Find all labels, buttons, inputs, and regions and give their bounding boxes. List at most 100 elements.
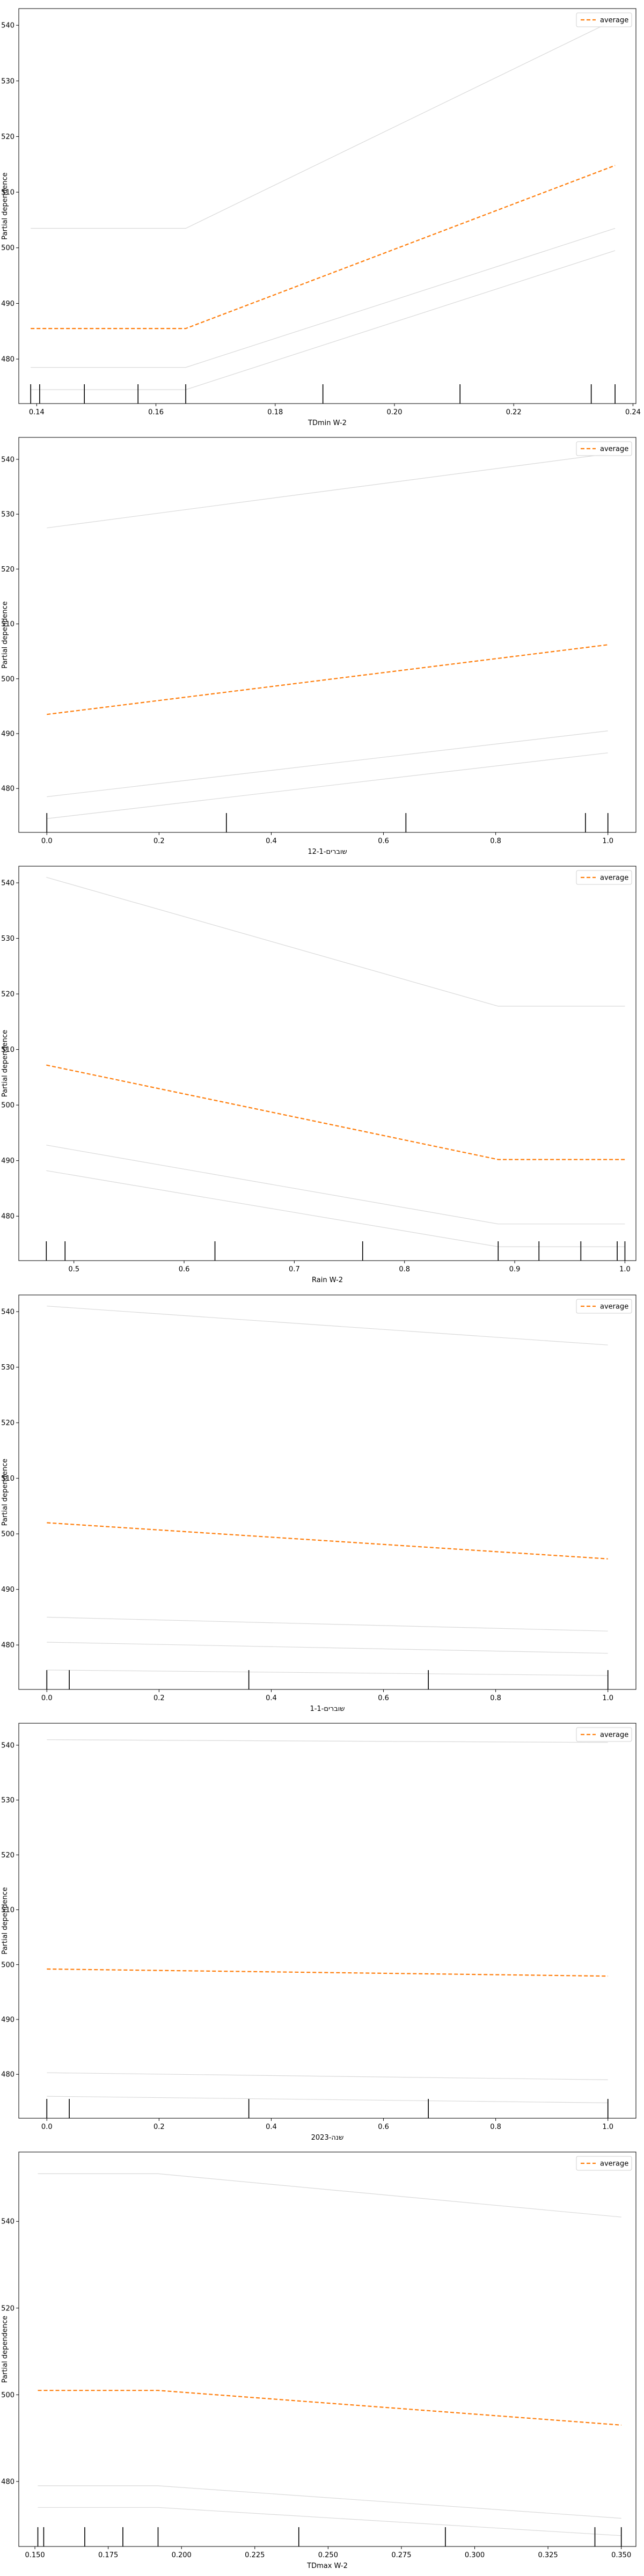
y-tick-label: 510: [1, 620, 14, 628]
x-tick-label: 0.16: [148, 408, 164, 416]
x-tick-label: 0.20: [387, 408, 402, 416]
legend-box: [576, 12, 632, 27]
legend-label: average: [600, 1731, 628, 1739]
y-tick-label: 480: [1, 2478, 14, 2486]
x-tick-label: 0.0: [41, 1694, 53, 1702]
x-tick-label: 1.0: [602, 837, 613, 845]
ice-line-4: [47, 1670, 608, 1676]
legend-box: [576, 1727, 632, 1742]
y-tick-label: 510: [1, 1475, 14, 1483]
y-tick-label: 530: [1, 77, 14, 85]
x-tick-label: 1.0: [602, 2123, 613, 2131]
legend-label: average: [600, 1303, 628, 1311]
y-tick-label: 480: [1, 1213, 14, 1221]
x-tick-label: 0.6: [378, 2123, 389, 2131]
y-tick-label: 490: [1, 2016, 14, 2024]
x-tick-label: 0.175: [98, 2551, 118, 2559]
legend-box: [576, 441, 632, 456]
x-tick-label: 0.350: [611, 2551, 631, 2559]
x-tick-label: 0.275: [391, 2551, 411, 2559]
x-tick-label: 0.4: [266, 2123, 277, 2131]
y-tick-label: 530: [1, 935, 14, 943]
x-axis-label: שנה-2023: [311, 2134, 344, 2142]
y-tick-label: 520: [1, 133, 14, 141]
x-tick-label: 0.0: [41, 837, 53, 845]
y-tick-label: 480: [1, 356, 14, 364]
y-tick-label: 540: [1, 22, 14, 30]
ice-line-3: [31, 250, 616, 390]
x-tick-label: 0.200: [172, 2551, 192, 2559]
y-tick-label: 500: [1, 1102, 14, 1110]
x-tick-label: 1.0: [602, 1694, 613, 1702]
x-tick-label: 0.8: [490, 2123, 501, 2131]
legend-box: [576, 2156, 632, 2171]
axes-frame: [18, 437, 636, 833]
x-tick-label: 0.22: [506, 408, 522, 416]
y-tick-label: 520: [1, 1851, 14, 1860]
x-tick-label: 0.0: [41, 2123, 53, 2131]
y-tick-label: 490: [1, 1157, 14, 1165]
chart-panel-2: 0.0 0.2 0.4 0.6 0.8 1.0 480 490 500 510 520 530 540 ש…: [1, 437, 636, 856]
ice-line-3: [47, 752, 608, 819]
x-tick-label: 0.8: [490, 837, 501, 845]
ice-line-2: [47, 1616, 608, 1631]
y-axis-label: Partial dependence: [1, 1459, 9, 1526]
axes-frame: [18, 1294, 636, 1690]
ice-line-2: [38, 2485, 621, 2519]
x-tick-label: 0.5: [68, 1265, 79, 1274]
axes-frame: [18, 8, 636, 404]
axes-frame: [18, 1723, 636, 2119]
x-tick-label: 0.14: [29, 408, 45, 416]
y-tick-label: 500: [1, 675, 14, 683]
x-tick-label: 0.8: [490, 1694, 501, 1702]
legend-label: average: [600, 445, 628, 453]
legend-label: average: [600, 17, 628, 25]
y-tick-label: 540: [1, 1308, 14, 1316]
x-tick-label: 0.6: [378, 837, 389, 845]
x-axis-label: שוברים-1-1: [310, 1705, 345, 1713]
x-tick-label: 1.0: [619, 1265, 631, 1274]
ice-line-2: [47, 730, 608, 797]
y-tick-label: 510: [1, 1906, 14, 1914]
ice-line-2: [47, 2072, 608, 2080]
x-tick-label: 0.24: [625, 408, 641, 416]
x-tick-label: 0.150: [25, 2551, 45, 2559]
ice-line-3: [46, 1170, 625, 1247]
y-axis-label: Partial dependence: [1, 2316, 9, 2383]
x-tick-label: 0.6: [378, 1694, 389, 1702]
legend-label: average: [600, 874, 628, 882]
x-tick-label: 0.7: [289, 1265, 300, 1274]
y-tick-label: 510: [1, 189, 14, 197]
x-tick-label: 0.9: [509, 1265, 521, 1274]
y-tick-label: 480: [1, 785, 14, 793]
average-line: [46, 1064, 625, 1160]
x-tick-label: 0.6: [179, 1265, 190, 1274]
chart-panel-3: 0.5 0.6 0.7 0.8 0.9 1.0 480 490 500 510 520 530 540 R…: [1, 866, 636, 1284]
ice-line-1: [47, 453, 608, 529]
x-tick-label: 0.2: [153, 1694, 165, 1702]
average-line: [47, 1522, 608, 1560]
y-tick-label: 530: [1, 1797, 14, 1805]
x-tick-label: 0.300: [465, 2551, 485, 2559]
axes-frame: [18, 866, 636, 1261]
y-tick-label: 500: [1, 244, 14, 252]
average-line: [38, 2390, 621, 2426]
y-tick-label: 480: [1, 1642, 14, 1650]
average-line: [31, 165, 616, 330]
average-line: [47, 1968, 608, 1977]
average-line: [47, 644, 608, 715]
y-tick-label: 500: [1, 2391, 14, 2399]
y-tick-label: 490: [1, 300, 14, 308]
ice-line-1: [38, 2173, 621, 2218]
x-axis-label: TDmax W-2: [306, 2562, 348, 2570]
ice-line-1: [47, 1306, 608, 1345]
y-axis-label: Partial dependence: [1, 172, 9, 239]
axes-frame: [18, 2151, 636, 2547]
x-tick-label: 0.225: [245, 2551, 265, 2559]
y-tick-label: 540: [1, 456, 14, 464]
ice-line-3: [38, 2507, 621, 2536]
chart-panel-6: 0.150 0.175 0.200 0.225 0.250 0.275 0.300 0.325…: [1, 2151, 636, 2570]
y-tick-label: 530: [1, 1364, 14, 1372]
y-axis-label: Partial dependence: [1, 601, 9, 668]
